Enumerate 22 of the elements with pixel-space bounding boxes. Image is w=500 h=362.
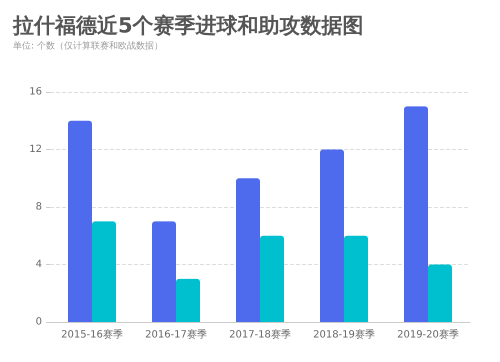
y-tick-label: 8 xyxy=(36,202,42,212)
bar xyxy=(236,178,260,322)
x-tick-label: 2016-17赛季 xyxy=(145,328,207,340)
bar xyxy=(176,278,200,322)
y-tick-label: 4 xyxy=(36,259,42,270)
bar xyxy=(428,264,452,322)
y-tick-label: 16 xyxy=(29,86,42,98)
x-tick-label: 2017-18赛季 xyxy=(229,328,291,340)
y-tick-label: 12 xyxy=(29,144,42,155)
x-tick-label: 2019-20赛季 xyxy=(397,328,459,340)
chart-title: 拉什福德近5个赛季进球和助攻数据图 xyxy=(12,14,364,38)
bar xyxy=(320,150,344,322)
x-tick-label: 2018-19赛季 xyxy=(313,328,375,340)
bar xyxy=(344,236,368,322)
bar xyxy=(404,106,428,322)
bar xyxy=(260,236,284,322)
bar xyxy=(68,120,92,322)
bar xyxy=(92,221,116,322)
y-tick-label: 0 xyxy=(36,316,42,328)
bar xyxy=(152,221,176,322)
x-tick-label: 2015-16赛季 xyxy=(61,328,123,340)
chart-subtitle: 单位: 个数（仅计算联赛和欧战数据） xyxy=(13,40,163,52)
